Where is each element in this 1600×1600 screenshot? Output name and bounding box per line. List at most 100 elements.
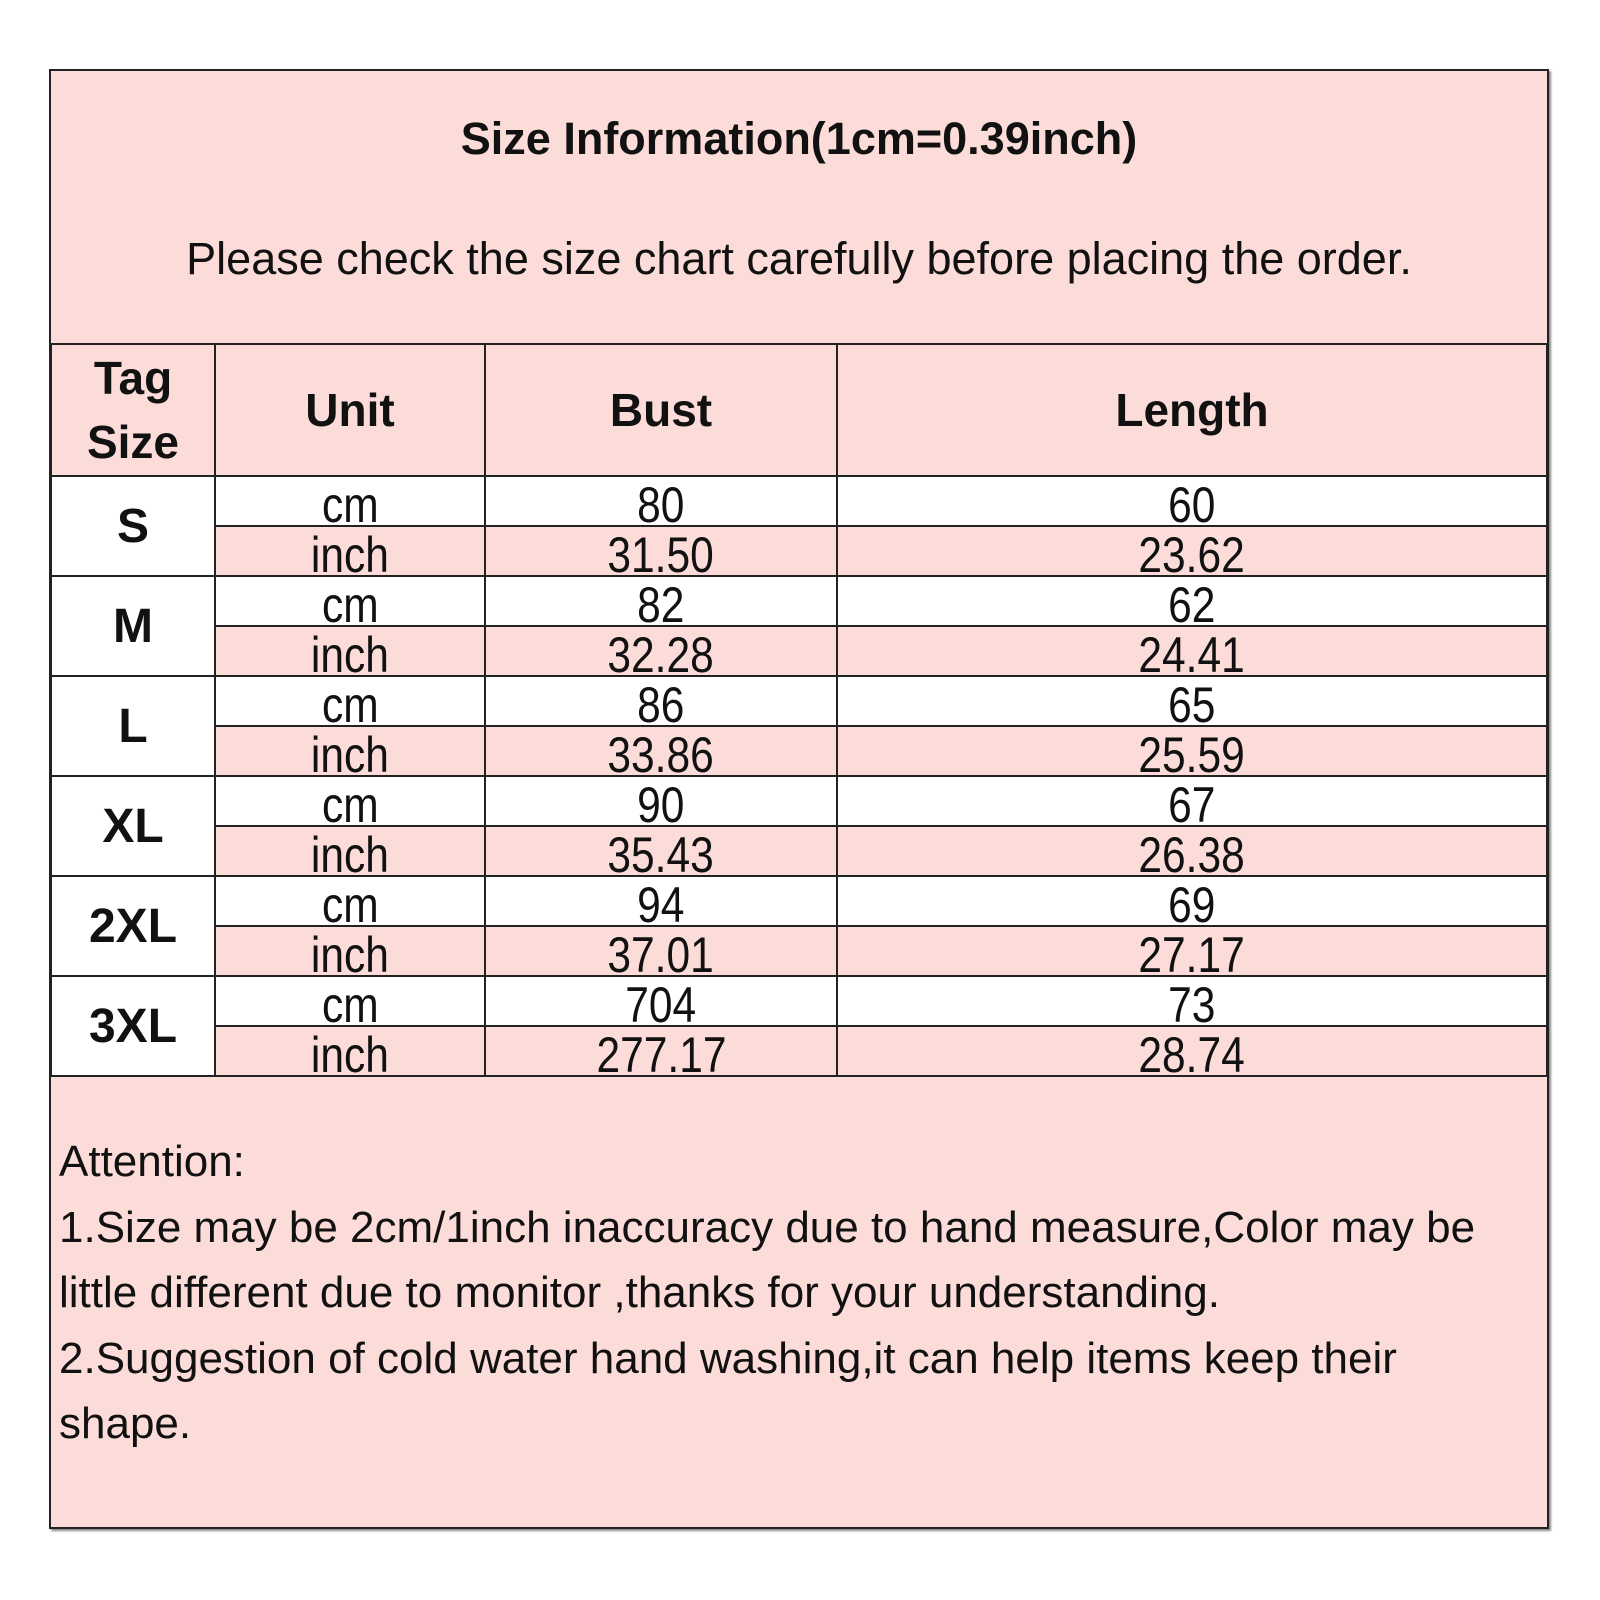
bust-value: 277.17 [596,1027,726,1076]
unit-value: cm [321,877,379,926]
table-row: inch 35.43 26.38 [51,825,1548,877]
unit-value: cm [321,477,379,526]
table-row: inch 32.28 24.41 [51,625,1548,677]
attention-note-2: 2.Suggestion of cold water hand washing,… [59,1333,1397,1449]
length-value: 73 [1168,977,1216,1026]
bust-value: 33.86 [607,727,715,776]
bust-cell: 277.17 [484,1025,838,1077]
length-value: 24.41 [1138,627,1246,676]
table-row: XL cm 90 67 [50,775,1548,877]
size-label: XL [50,775,216,877]
page-title: Size Information(1cm=0.39inch) [460,113,1138,164]
length-cell: 62 [836,575,1548,627]
length-cell: 65 [836,675,1548,727]
length-value: 26.38 [1138,827,1246,876]
bust-value: 32.28 [607,627,715,676]
unit-value: cm [321,977,379,1026]
column-header-unit: Unit [214,343,486,477]
table-header: Tag Size Unit Bust Length [50,343,1548,477]
unit-value: inch [311,727,389,776]
size-label: S [50,475,216,577]
unit-cell: inch [214,825,486,877]
table-row: inch 33.86 25.59 [51,725,1548,777]
attention-note-1: 1.Size may be 2cm/1inch inaccuracy due t… [59,1202,1476,1318]
unit-value: cm [321,777,379,826]
size-label: 3XL [50,975,216,1077]
length-value: 27.17 [1138,927,1246,976]
subtitle: Please check the size chart carefully be… [186,233,1412,284]
unit-cell: inch [214,925,486,977]
length-value: 69 [1168,877,1216,926]
length-value: 65 [1168,677,1216,726]
bust-cell: 82 [484,575,838,627]
unit-cell: cm [214,875,486,927]
table-row: inch 277.17 28.74 [51,1025,1548,1077]
unit-value: inch [311,927,389,976]
column-header-tag-size: Tag Size [50,343,216,477]
length-value: 60 [1168,477,1216,526]
unit-value: inch [311,627,389,676]
length-value: 23.62 [1138,527,1246,576]
unit-value: inch [311,527,389,576]
length-cell: 67 [836,775,1548,827]
bust-cell: 90 [484,775,838,827]
table-row: inch 37.01 27.17 [51,925,1548,977]
bust-cell: 32.28 [484,625,838,677]
bust-value: 94 [637,877,685,926]
length-cell: 28.74 [836,1025,1548,1077]
length-cell: 27.17 [836,925,1548,977]
unit-value: inch [311,827,389,876]
attention-heading: Attention: [59,1137,245,1186]
bust-value: 82 [637,577,685,626]
unit-cell: inch [214,1025,486,1077]
bust-value: 86 [637,677,685,726]
unit-value: cm [321,677,379,726]
bust-cell: 33.86 [484,725,838,777]
bust-value: 704 [625,977,697,1026]
unit-cell: cm [214,475,486,527]
length-cell: 73 [836,975,1548,1027]
unit-cell: cm [214,675,486,727]
bust-value: 31.50 [607,527,715,576]
column-header-length: Length [836,343,1548,477]
unit-cell: cm [214,975,486,1027]
attention-notes: Attention: 1.Size may be 2cm/1inch inacc… [59,1129,1527,1457]
table-row: 2XL cm 94 69 [50,875,1548,977]
unit-value: inch [311,1027,389,1076]
bust-value: 80 [637,477,685,526]
length-cell: 60 [836,475,1548,527]
bust-cell: 35.43 [484,825,838,877]
length-value: 25.59 [1138,727,1246,776]
unit-cell: inch [214,725,486,777]
bust-cell: 704 [484,975,838,1027]
unit-cell: cm [214,775,486,827]
bust-cell: 31.50 [484,525,838,577]
length-cell: 23.62 [836,525,1548,577]
length-cell: 25.59 [836,725,1548,777]
unit-cell: cm [214,575,486,627]
bust-cell: 80 [484,475,838,527]
unit-value: cm [321,577,379,626]
length-cell: 69 [836,875,1548,927]
bust-cell: 37.01 [484,925,838,977]
size-label: L [50,675,216,777]
bust-cell: 86 [484,675,838,727]
length-value: 67 [1168,777,1216,826]
length-cell: 24.41 [836,625,1548,677]
table-row: inch 31.50 23.62 [51,525,1548,577]
table-row: 3XL cm 704 73 [50,975,1548,1077]
size-label: M [50,575,216,677]
column-header-bust: Bust [484,343,838,477]
size-label: 2XL [50,875,216,977]
length-value: 62 [1168,577,1216,626]
length-value: 28.74 [1138,1027,1246,1076]
unit-cell: inch [214,525,486,577]
bust-cell: 94 [484,875,838,927]
unit-cell: inch [214,625,486,677]
length-cell: 26.38 [836,825,1548,877]
bust-value: 35.43 [607,827,715,876]
size-chart: Size Information(1cm=0.39inch) Please ch… [49,69,1549,1529]
